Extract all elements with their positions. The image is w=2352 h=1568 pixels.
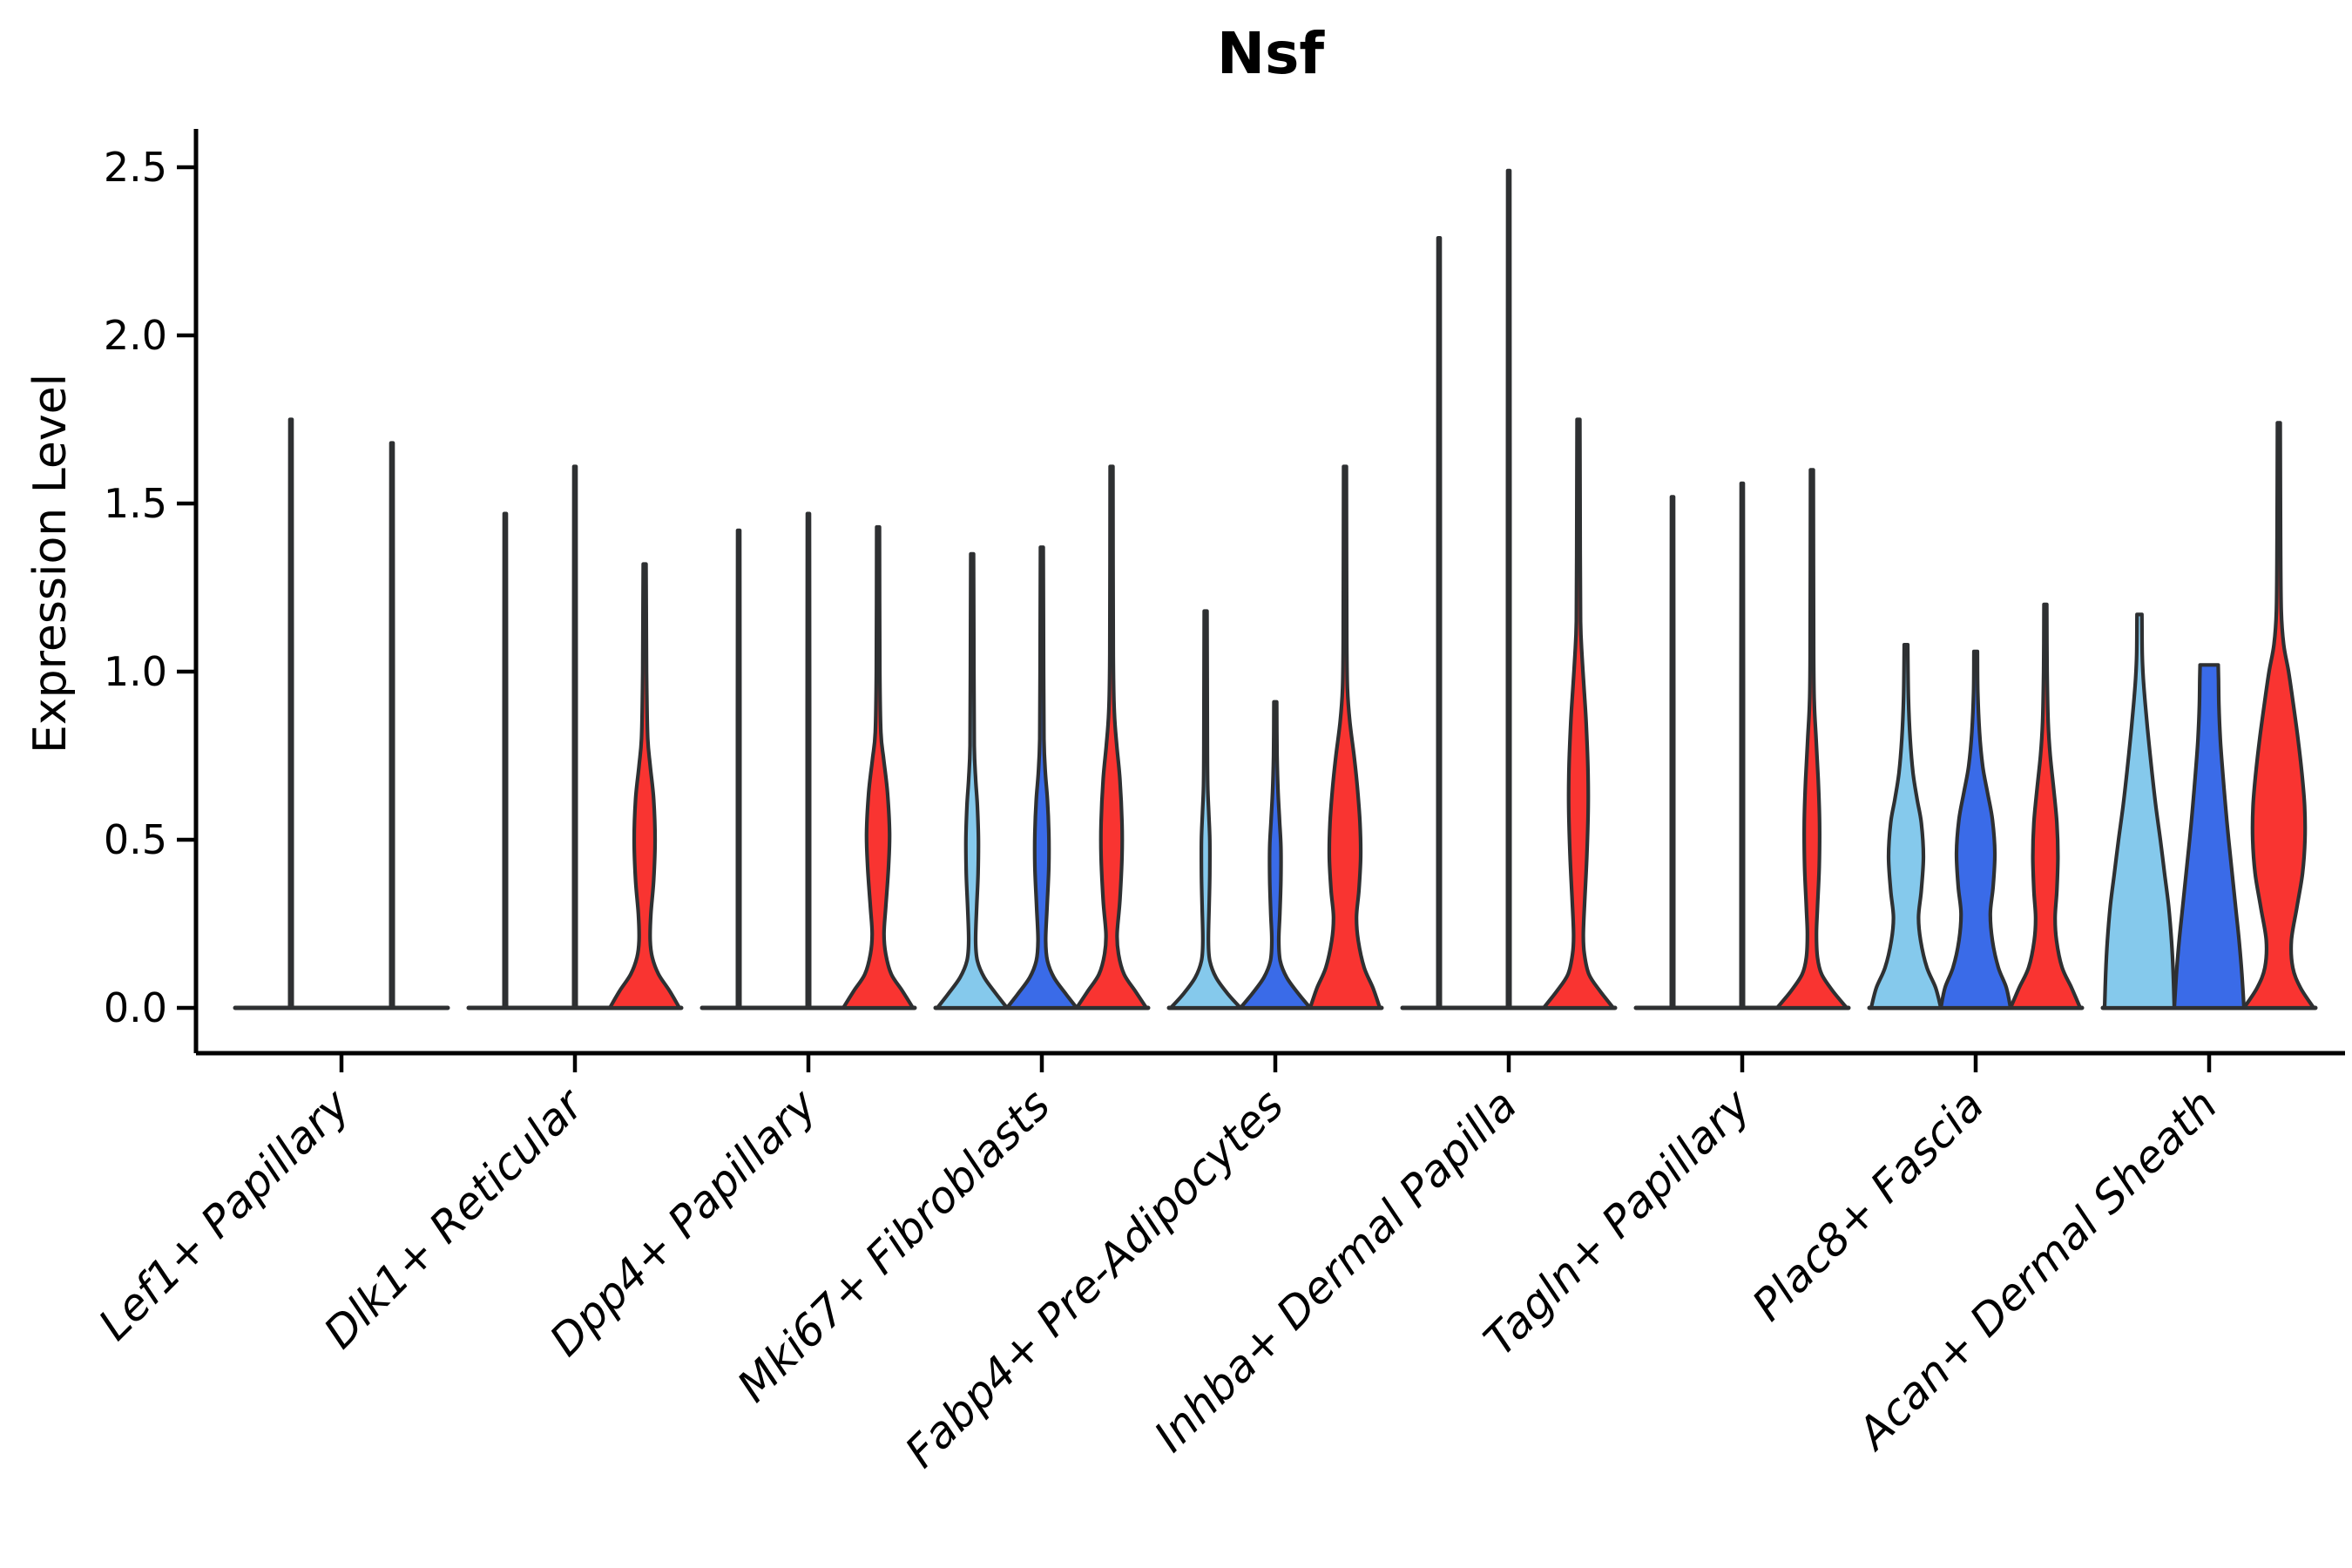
violin-fabp4-pre-adipocytes-darkblue	[1238, 700, 1313, 1010]
violin-acan-dermal-sheath-darkblue	[2172, 663, 2247, 1010]
chart-title: Nsf	[1216, 20, 1325, 87]
category-label: Lef1+ Papillary	[89, 1078, 360, 1349]
violin-acan-dermal-sheath-lightblue	[2102, 612, 2177, 1010]
violin-spike-dlk1-reticular-darkblue	[571, 464, 578, 1010]
violin-inhba-dermal-papilla-red	[1541, 417, 1616, 1010]
category-label: Fabp4+ Pre-Adipocytes	[896, 1079, 1294, 1477]
violin-spike-inhba-dermal-papilla-darkblue	[1505, 168, 1512, 1010]
violin-spike-lef1-papillary-v0	[287, 417, 294, 1010]
violin-spike-tagln-papillary-lightblue	[1669, 495, 1676, 1010]
violin-spike-inhba-dermal-papilla-lightblue	[1436, 236, 1443, 1010]
violin-mki67-fibroblasts-lightblue	[935, 551, 1010, 1010]
y-axis-label: Expression Level	[24, 373, 77, 754]
violin-tagln-papillary-red	[1774, 468, 1849, 1010]
violin-fabp4-pre-adipocytes-red	[1308, 464, 1382, 1010]
violin-spike-lef1-papillary-v1	[389, 441, 395, 1010]
y-tick-label: 1.0	[104, 648, 167, 695]
violin-fabp4-pre-adipocytes-lightblue	[1168, 609, 1243, 1010]
violin-acan-dermal-sheath-red	[2241, 421, 2316, 1010]
category-label: Plac8+ Fascia	[1743, 1079, 1994, 1330]
y-tick-label: 1.5	[104, 480, 167, 527]
y-tick-label: 0.0	[104, 984, 167, 1031]
category-label: Dlk1+ Reticular	[314, 1078, 595, 1358]
violin-mki67-fibroblasts-red	[1074, 464, 1149, 1010]
y-tick-label: 2.0	[104, 312, 167, 359]
y-tick-label: 0.5	[104, 816, 167, 863]
violin-spike-dpp4-papillary-darkblue	[805, 511, 812, 1010]
violin-spike-dlk1-reticular-lightblue	[502, 511, 509, 1010]
violin-plac8-fascia-red	[2008, 602, 2083, 1010]
violin-plac8-fascia-lightblue	[1869, 643, 1943, 1010]
violin-spike-dpp4-papillary-lightblue	[735, 528, 742, 1010]
violin-mki67-fibroblasts-darkblue	[1004, 545, 1079, 1010]
violin-dpp4-papillary-red	[841, 524, 916, 1010]
violin-plac8-fascia-darkblue	[1938, 649, 2013, 1010]
y-tick-label: 2.5	[104, 144, 167, 191]
violin-dlk1-reticular-red	[607, 562, 682, 1010]
violin-spike-tagln-papillary-darkblue	[1739, 481, 1746, 1010]
